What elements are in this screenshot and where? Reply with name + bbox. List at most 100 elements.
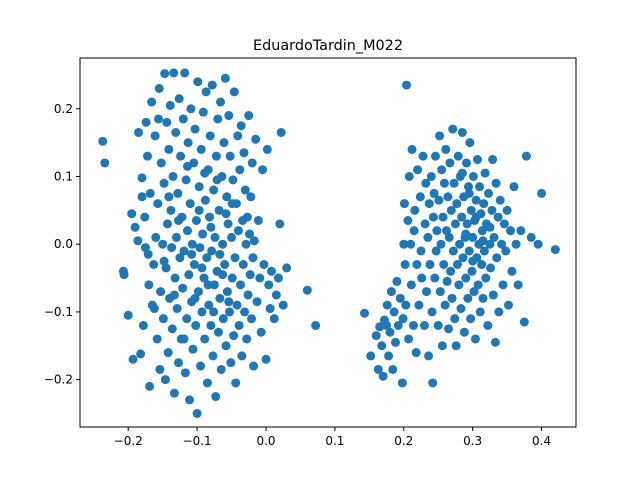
data-point xyxy=(428,378,438,388)
data-point xyxy=(253,216,263,225)
data-point xyxy=(164,192,174,202)
data-point xyxy=(478,236,488,246)
data-point xyxy=(168,171,178,181)
data-point xyxy=(424,199,434,209)
data-point xyxy=(156,287,166,297)
data-point xyxy=(444,324,454,334)
data-point xyxy=(229,87,239,97)
data-point xyxy=(420,219,430,229)
data-point xyxy=(164,144,174,154)
data-point xyxy=(414,300,424,310)
data-point xyxy=(403,216,413,225)
data-point xyxy=(445,158,455,168)
data-point xyxy=(471,195,481,205)
data-point xyxy=(519,317,529,327)
data-point xyxy=(550,245,560,255)
data-point xyxy=(225,151,235,161)
data-point xyxy=(495,195,505,205)
data-point xyxy=(431,246,441,256)
data-point xyxy=(198,229,208,239)
data-point xyxy=(261,354,271,364)
data-point xyxy=(448,246,458,256)
data-point xyxy=(421,178,431,188)
data-point xyxy=(469,287,479,297)
data-point xyxy=(182,226,192,236)
y-tick-label: 0.0 xyxy=(54,237,73,251)
data-point xyxy=(267,266,277,276)
data-point xyxy=(208,351,218,361)
data-point xyxy=(145,381,155,391)
data-point xyxy=(130,222,140,232)
data-point xyxy=(213,327,223,337)
data-point xyxy=(479,246,489,256)
data-point xyxy=(484,188,494,198)
data-point xyxy=(424,351,434,361)
data-point xyxy=(273,273,283,283)
data-point xyxy=(138,320,148,330)
data-point xyxy=(187,239,197,249)
y-tick-label: 0.1 xyxy=(54,169,73,183)
data-point xyxy=(465,138,475,148)
data-point xyxy=(466,205,476,215)
data-point xyxy=(251,134,261,144)
data-point xyxy=(412,260,422,269)
data-point xyxy=(454,280,464,290)
data-point xyxy=(262,144,272,154)
data-point xyxy=(143,249,153,259)
data-point xyxy=(416,246,426,256)
data-point xyxy=(169,68,179,78)
data-point xyxy=(488,155,498,165)
y-tick-label: −0.1 xyxy=(44,305,73,319)
data-point xyxy=(137,192,147,202)
data-point xyxy=(230,253,240,263)
data-point xyxy=(123,310,133,320)
data-point xyxy=(417,273,427,283)
y-tick-label: −0.2 xyxy=(44,373,73,387)
data-point xyxy=(200,334,210,344)
data-point xyxy=(430,151,440,161)
data-point xyxy=(461,229,471,239)
data-point xyxy=(174,94,184,104)
data-point xyxy=(422,287,432,297)
data-point xyxy=(167,324,177,334)
data-point xyxy=(468,232,478,242)
data-point xyxy=(180,68,190,78)
data-point xyxy=(209,280,219,290)
data-point xyxy=(450,314,460,324)
data-point xyxy=(206,320,216,330)
plot-frame xyxy=(79,57,577,428)
data-point xyxy=(233,131,243,141)
data-point xyxy=(209,185,219,195)
data-point xyxy=(404,171,414,181)
data-point xyxy=(171,232,181,242)
data-point xyxy=(224,297,234,307)
data-point xyxy=(133,236,143,246)
data-point xyxy=(98,136,108,146)
data-point xyxy=(197,263,207,273)
data-point xyxy=(406,239,416,249)
data-point xyxy=(466,314,476,324)
data-point xyxy=(156,158,166,168)
data-point xyxy=(199,273,209,283)
data-point xyxy=(158,314,168,324)
data-point xyxy=(259,260,269,269)
data-point xyxy=(533,239,543,249)
data-point xyxy=(451,341,461,351)
data-point xyxy=(211,392,221,402)
x-tick-label: 0.4 xyxy=(532,434,551,448)
data-point xyxy=(197,307,207,317)
data-point xyxy=(406,280,416,290)
data-point xyxy=(278,300,288,310)
data-point xyxy=(255,273,265,283)
data-point xyxy=(437,341,447,351)
data-point xyxy=(486,263,496,273)
data-point xyxy=(169,388,179,398)
data-point xyxy=(246,192,256,202)
data-point xyxy=(430,273,440,283)
data-point xyxy=(173,188,183,198)
data-point xyxy=(526,232,536,242)
data-point xyxy=(167,243,177,253)
data-point xyxy=(477,226,487,236)
data-point xyxy=(282,263,292,273)
